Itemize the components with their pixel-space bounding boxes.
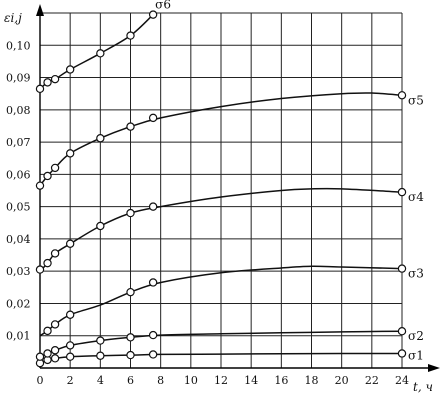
data-point-sigma-6 (126, 31, 135, 40)
y-tick-label: 0,09 (6, 72, 31, 85)
data-point-sigma-6 (50, 74, 60, 84)
data-point-sigma-4 (148, 202, 158, 211)
x-tick-label: 18 (305, 374, 319, 387)
y-axis-label: εi,j (4, 11, 22, 25)
data-point-sigma-4 (65, 239, 75, 248)
x-tick-label: 24 (395, 374, 409, 387)
data-point-sigma-4 (50, 249, 60, 258)
data-point-sigma-6 (43, 78, 52, 87)
data-point-sigma-6 (96, 49, 105, 58)
series-label-sigma-3: σ3 (408, 267, 424, 281)
y-tick-label: 0,07 (6, 136, 31, 149)
data-point-sigma-1 (126, 350, 135, 360)
data-point-sigma-1 (65, 352, 75, 361)
data-point-sigma-4 (397, 187, 407, 197)
y-tick-label: 0,06 (6, 168, 31, 181)
data-point-sigma-4 (35, 265, 45, 274)
axes (36, 4, 440, 372)
data-point-sigma-3 (50, 320, 60, 329)
data-point-sigma-2 (397, 327, 407, 336)
data-point-sigma-3 (65, 310, 75, 319)
data-point-sigma-4 (43, 258, 52, 268)
data-point-sigma-1 (148, 350, 158, 359)
data-point-sigma-3 (397, 264, 407, 273)
x-tick-label: 8 (157, 374, 164, 387)
x-tick-label: 10 (184, 374, 198, 387)
y-tick-label: 0,03 (6, 265, 31, 278)
markers (35, 10, 407, 368)
data-point-sigma-5 (148, 113, 158, 123)
data-point-sigma-5 (43, 171, 52, 181)
data-point-sigma-6 (65, 65, 75, 74)
series-label-sigma-5: σ5 (408, 93, 424, 107)
y-tick-label: 0,04 (6, 233, 31, 246)
series-label-sigma-1: σ1 (408, 348, 424, 362)
data-point-sigma-1 (50, 354, 60, 363)
y-tick-label: 0,08 (6, 104, 31, 117)
x-tick-label: 14 (244, 374, 258, 387)
series-label-sigma-6: σ6 (155, 0, 171, 12)
x-tick-label: 2 (67, 374, 74, 387)
data-point-sigma-2 (35, 352, 45, 361)
x-tick-label: 4 (97, 374, 104, 387)
x-tick-label: 12 (214, 374, 228, 387)
y-axis-arrow (36, 4, 44, 16)
data-point-sigma-1 (96, 351, 105, 360)
data-point-sigma-5 (397, 91, 407, 100)
data-point-sigma-4 (96, 221, 105, 231)
data-point-sigma-3 (148, 278, 158, 287)
x-tick-label: 20 (335, 374, 349, 387)
data-point-sigma-6 (148, 10, 158, 19)
data-point-sigma-2 (65, 341, 75, 350)
data-point-sigma-2 (96, 336, 105, 345)
series-label-sigma-2: σ2 (408, 329, 424, 343)
data-point-sigma-6 (35, 84, 45, 94)
data-point-sigma-5 (35, 181, 45, 190)
data-point-sigma-4 (126, 208, 135, 218)
data-point-sigma-5 (65, 149, 75, 158)
data-point-sigma-2 (43, 349, 52, 358)
data-point-sigma-2 (148, 330, 158, 340)
data-point-sigma-5 (96, 134, 105, 143)
x-tick-label: 0 (37, 374, 44, 387)
y-tick-label: 0,01 (6, 330, 31, 343)
data-point-sigma-3 (43, 326, 52, 336)
data-point-sigma-2 (50, 346, 60, 355)
x-tick-label: 22 (365, 374, 379, 387)
x-axis-label: t, ч (413, 380, 433, 394)
tick-labels: 0 2 4 6 8 10 12 14 16 18 20 22 240,010,020,030,040,0… (6, 39, 409, 387)
data-point-sigma-5 (126, 122, 135, 131)
grid (40, 12, 403, 368)
x-tick-label: 16 (274, 374, 288, 387)
data-point-sigma-2 (126, 333, 135, 342)
data-point-sigma-3 (126, 287, 135, 297)
series-label-sigma-4: σ4 (408, 190, 424, 204)
series-labels: σ1 σ2 σ3 σ4 σ5 σ6 (155, 0, 424, 362)
x-tick-label: 6 (127, 374, 134, 387)
y-tick-label: 0,10 (6, 39, 31, 52)
y-tick-label: 0,02 (6, 297, 31, 310)
data-point-sigma-1 (397, 349, 407, 358)
data-point-sigma-5 (50, 163, 60, 173)
y-tick-label: 0,05 (6, 201, 31, 214)
x-axis-arrow (428, 364, 440, 372)
